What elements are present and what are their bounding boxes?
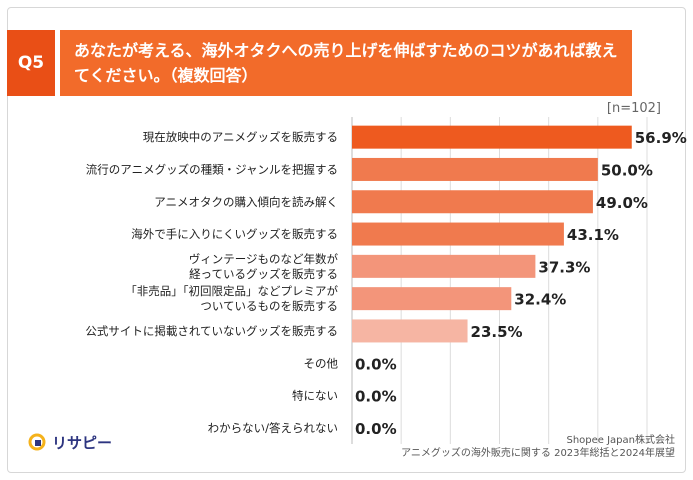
question-title: あなたが考える、海外オタクへの売り上げを伸ばすためのコツがあれば教えてください。…	[60, 30, 632, 96]
value-label: 50.0%	[601, 161, 653, 179]
bar	[352, 157, 598, 181]
category-label: 特にない	[292, 389, 338, 403]
category-label: わからない/答えられない	[208, 421, 338, 435]
value-label: 0.0%	[355, 420, 397, 438]
value-label: 37.3%	[538, 258, 590, 276]
footer: Shopee Japan株式会社 アニメグッズの海外販売に関する 2023年総括…	[401, 434, 675, 460]
bar	[352, 222, 564, 246]
logo-icon	[28, 433, 46, 450]
question-badge: Q5	[7, 30, 55, 96]
category-label: 海外で手に入りにくいグッズを販売する	[131, 227, 338, 241]
value-label: 0.0%	[355, 355, 397, 373]
category-label: 流行のアニメグッズの種類・ジャンルを把握する	[86, 162, 338, 176]
value-label: 56.9%	[635, 129, 687, 147]
logo-text: リサピー	[52, 434, 113, 452]
value-label: 49.0%	[596, 194, 648, 212]
category-label: 現在放映中のアニメグッズを販売する	[143, 130, 338, 144]
logo: リサピー	[28, 432, 112, 453]
category-label: 「非売品」「初回限定品」などプレミアがついているものを販売する	[125, 284, 338, 313]
value-label: 43.1%	[567, 226, 619, 244]
bar	[352, 125, 632, 149]
bar	[352, 287, 512, 311]
value-label: 32.4%	[514, 291, 566, 309]
value-label: 0.0%	[355, 388, 397, 406]
bar	[352, 254, 536, 278]
footer-source: アニメグッズの海外販売に関する 2023年総括と2024年展望	[401, 448, 675, 459]
category-label: その他	[304, 356, 339, 370]
sample-size-label: [n=102]	[606, 101, 661, 116]
value-label: 23.5%	[471, 323, 523, 341]
bar	[352, 190, 593, 214]
footer-company: Shopee Japan株式会社	[566, 435, 675, 446]
category-label: ヴィンテージものなど年数が経っているグッズを販売する	[189, 252, 339, 281]
bar	[352, 319, 468, 343]
category-label: 公式サイトに掲載されていないグッズを販売する	[85, 324, 338, 338]
category-label: アニメオタクの購入傾向を読み解く	[154, 195, 338, 209]
